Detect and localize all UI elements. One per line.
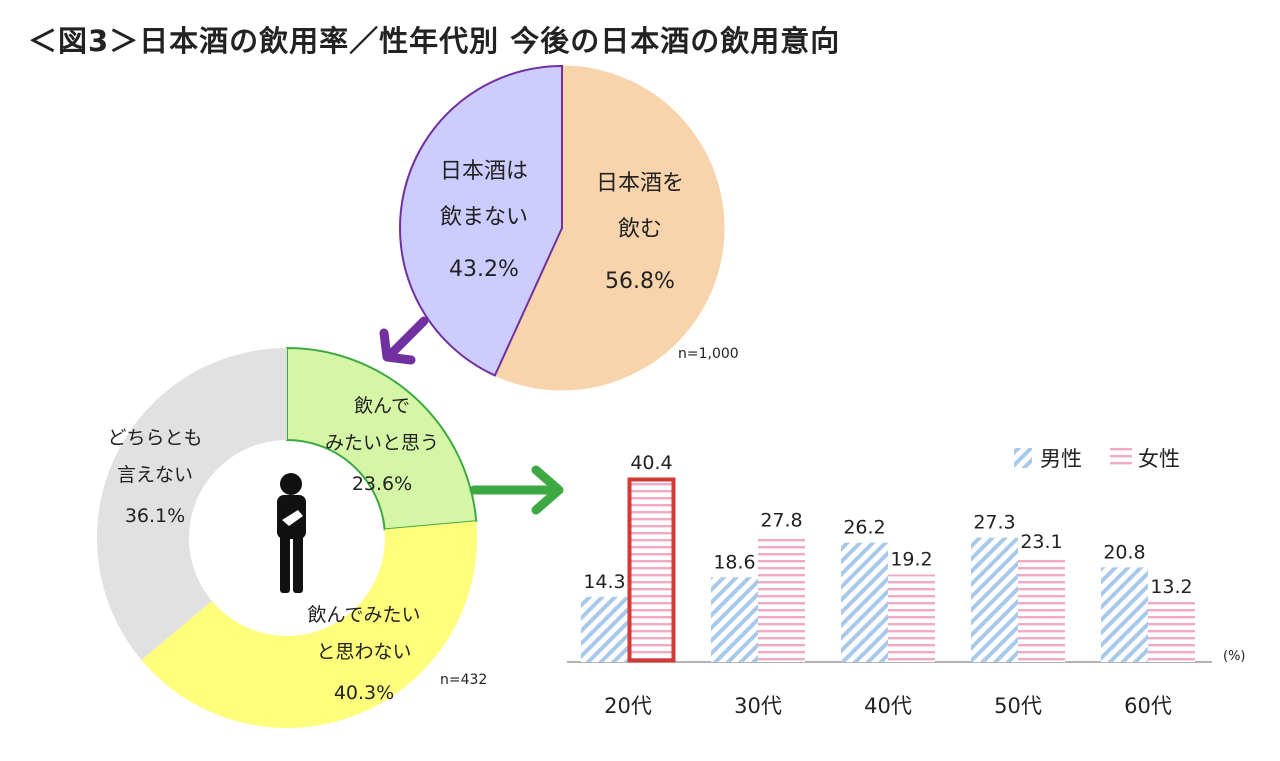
bar-female [888,574,935,662]
bar-value-label-male: 18.6 [713,551,755,573]
bar-value-label-female: 13.2 [1150,576,1192,598]
donut-sample-size: n=432 [440,672,487,688]
donut-slice-label: 言えない [117,464,193,486]
donut-slice-label: と思わない [316,641,411,663]
bar-male [581,596,628,662]
bar-value-label-female: 19.2 [890,549,932,571]
bar-value-label-male: 27.3 [973,512,1015,534]
arrow-pie-to-donut [379,316,429,365]
pie-slice [399,64,563,377]
bar-male [711,577,758,662]
x-tick-label: 40代 [864,694,912,718]
donut-slice-value: 36.1% [125,505,185,527]
donut-slice-label: みたいと思う [325,432,439,454]
x-tick-label: 60代 [1124,694,1172,718]
legend-label-female: 女性 [1138,447,1180,471]
bar-male [1101,567,1148,662]
bar-male [971,537,1018,662]
bar-female [758,535,805,662]
pie-note: n=1,000 [678,346,739,362]
donut-slice [286,346,478,531]
person-icon [277,473,306,593]
donut-note: n=432 [440,672,487,688]
bar-unit-label: (%) [1223,649,1246,664]
donut-slice [141,521,477,729]
legend-label-male: 男性 [1040,447,1082,471]
x-tick-label: 50代 [994,694,1042,718]
donut-slice [96,348,287,661]
pie-slice-label: 日本酒は [440,159,528,184]
x-tick-label: 20代 [604,694,652,718]
bar-male [841,542,888,662]
figure-title: ＜図3＞日本酒の飲用率／性年代別 今後の日本酒の飲用意向 [28,24,841,58]
donut-slice-label: 飲んで [354,395,410,417]
bar-chart: 14.3 40.4 20代 18.627.8 30代 26.219.2 40代 27.323.… [567,452,1212,718]
bar-value-label-male: 26.2 [843,517,885,539]
pie-slice-value: 56.8% [605,269,675,294]
pie-slice-value: 43.2% [449,257,519,282]
pie-slice-label: 飲む [618,217,662,242]
bar-value-label-female: 27.8 [760,509,802,531]
pie-sample-size: n=1,000 [678,346,739,362]
bar-female [1018,556,1065,662]
bar-female [628,478,675,662]
bar-value-label-female: 23.1 [1020,531,1062,553]
bar-legend: 男性 女性 [1014,447,1180,471]
bar-female [1148,601,1195,662]
pie-slice-label: 日本酒を [596,171,684,196]
legend-swatch-female [1110,448,1132,468]
bar-value-label-female: 40.4 [630,452,672,474]
bar-value-label-male: 14.3 [583,571,625,593]
donut-slice-label: 飲んでみたい [307,604,420,626]
arrow-donut-to-bars [469,465,564,515]
pie-slice [494,65,725,391]
bar-highlight-box [627,477,676,663]
x-tick-label: 30代 [734,694,782,718]
bar-value-label-male: 20.8 [1103,541,1145,563]
legend-swatch-male [1014,448,1032,468]
donut-slice-value: 40.3% [334,682,394,704]
donut-slice-label: どちらとも [107,427,202,449]
pie-slice-label: 飲まない [440,205,528,230]
donut-slice-value: 23.6% [352,473,412,495]
